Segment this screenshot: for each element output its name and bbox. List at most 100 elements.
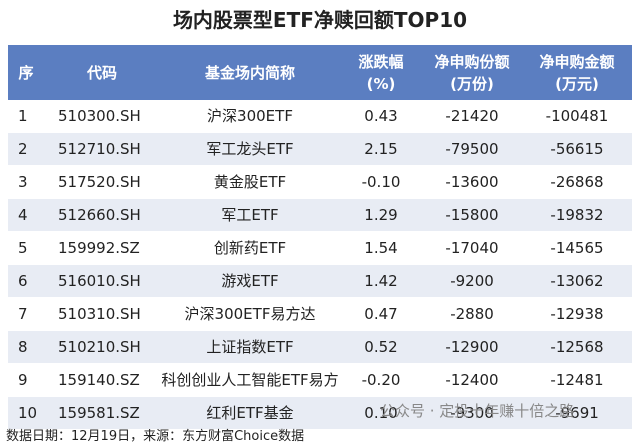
- cell-text: 沪深300ETF易方达: [184, 305, 316, 323]
- cell-text: -2880: [450, 305, 494, 323]
- cell-text: 1.29: [364, 206, 398, 224]
- cell-text: 7: [18, 305, 28, 323]
- cell-text: -0.20: [361, 371, 401, 389]
- table-cell: 1.42: [340, 264, 422, 298]
- table-cell: 1: [8, 100, 44, 133]
- table-cell: 1.54: [340, 231, 422, 265]
- cell-text: 1.54: [364, 239, 398, 257]
- table-cell: 512660.SH: [44, 198, 160, 232]
- cell-text: 5: [18, 239, 28, 257]
- header-text: 净申购金额: [539, 52, 615, 71]
- cell-text: 510300.SH: [58, 107, 141, 125]
- table-cell: 2.15: [340, 132, 422, 166]
- table-body: 1 510300.SH 沪深300ETF 0.43 -21420 -100481 2 5127…: [8, 100, 632, 430]
- cell-text: 9: [18, 371, 28, 389]
- table-cell: 1.29: [340, 198, 422, 232]
- watermark: 公众号 · 定投十年赚十倍之路: [380, 402, 575, 420]
- cell-text: -21420: [445, 107, 499, 125]
- cell-text: 1.42: [364, 272, 398, 290]
- header-cell: 代码: [44, 45, 160, 100]
- table-row: 2 512710.SH 军工龙头ETF 2.15 -79500 -56615: [8, 132, 632, 166]
- cell-text: -19832: [550, 206, 604, 224]
- table-cell: 7: [8, 297, 44, 331]
- table-cell: 沪深300ETF易方达: [160, 297, 340, 331]
- cell-text: 0.10: [364, 404, 398, 422]
- table-cell: 510210.SH: [44, 330, 160, 364]
- table-cell: -2880: [422, 297, 522, 331]
- cell-text: 4: [18, 206, 28, 224]
- cell-text: 159581.SZ: [58, 404, 140, 422]
- table-cell: -9691: [522, 396, 632, 430]
- table-cell: -9300: [422, 396, 522, 430]
- header-cell: 基金场内简称: [160, 45, 340, 100]
- cell-text: 2: [18, 140, 28, 158]
- table-cell: 10: [8, 396, 44, 430]
- table-cell: 游戏ETF: [160, 264, 340, 298]
- header-cell: 净申购份额 (万份): [422, 45, 522, 100]
- header-cell: 序: [8, 45, 44, 100]
- table-cell: 军工龙头ETF: [160, 132, 340, 166]
- table-cell: -19832: [522, 198, 632, 232]
- table-cell: 9: [8, 363, 44, 397]
- table-cell: 0.47: [340, 297, 422, 331]
- table-cell: -79500: [422, 132, 522, 166]
- footer: 数据日期：12月19日，来源：东方财富Choice数据: [6, 429, 305, 444]
- cell-text: 512660.SH: [58, 206, 141, 224]
- cell-text: 517520.SH: [58, 173, 141, 191]
- table-cell: 0.10: [340, 396, 422, 430]
- header-row: 序 代码 基金场内简称 涨跌幅 (%) 净申购份额 (万份) 净申购金额 (万元): [8, 45, 632, 100]
- table-cell: 3: [8, 165, 44, 199]
- cell-text: 0.47: [364, 305, 398, 323]
- header-text: 涨跌幅: [358, 52, 404, 71]
- header-cell: 涨跌幅 (%): [340, 45, 422, 100]
- header-text: (万份): [450, 74, 494, 93]
- table-row: 5 159992.SZ 创新药ETF 1.54 -17040 -14565: [8, 231, 632, 265]
- table-cell: -15800: [422, 198, 522, 232]
- header-text: 基金场内简称: [204, 63, 295, 82]
- cell-text: -15800: [445, 206, 499, 224]
- cell-text: -9691: [555, 404, 599, 422]
- cell-text: 159992.SZ: [58, 239, 140, 257]
- cell-text: 2.15: [364, 140, 398, 158]
- cell-text: 516010.SH: [58, 272, 141, 290]
- table-cell: -12900: [422, 330, 522, 364]
- table-cell: 8: [8, 330, 44, 364]
- header-text: 净申购份额: [434, 52, 510, 71]
- table: 序代码 基金场内简称 涨跌幅 (%) 净申购份额 (万份) 净申购金额 (万元) 1 51030…: [8, 45, 632, 430]
- cell-text: 红利ETF基金: [206, 404, 294, 422]
- cell-text: 8: [18, 338, 28, 356]
- cell-text: 0.52: [364, 338, 398, 356]
- table-cell: 沪深300ETF: [160, 100, 340, 133]
- cell-text: 512710.SH: [58, 140, 141, 158]
- cell-text: 10: [18, 404, 38, 422]
- table-cell: 510310.SH: [44, 297, 160, 331]
- table-row: 9 159140.SZ 科创创业人工智能ETF易方达 -0.20 -12400 -1248…: [8, 363, 632, 397]
- cell-text: 510210.SH: [58, 338, 141, 356]
- table-cell: -26868: [522, 165, 632, 199]
- table-cell: 科创创业人工智能ETF易方达: [160, 363, 340, 397]
- title: 场内股票型ETF净赎回额TOP10: [172, 8, 468, 32]
- table-cell: 512710.SH: [44, 132, 160, 166]
- table-cell: -100481: [522, 100, 632, 133]
- cell-text: 游戏ETF: [221, 272, 279, 290]
- cell-text: 510310.SH: [58, 305, 141, 323]
- table-cell: 创新药ETF: [160, 231, 340, 265]
- table-cell: -13600: [422, 165, 522, 199]
- table-cell: 6: [8, 264, 44, 298]
- table-cell: -0.20: [340, 363, 422, 397]
- table-cell: 0.43: [340, 100, 422, 133]
- cell-text: 军工ETF: [221, 206, 279, 224]
- table-cell: -12400: [422, 363, 522, 397]
- cell-text: -9300: [450, 404, 494, 422]
- cell-text: 科创创业人工智能ETF易方达: [161, 371, 339, 389]
- header-text: (%): [366, 74, 396, 93]
- cell-text: 3: [18, 173, 28, 191]
- table-cell: -13062: [522, 264, 632, 298]
- cell-text: -14565: [550, 239, 604, 257]
- table-cell: 上证指数ETF: [160, 330, 340, 364]
- cell-text: 159140.SZ: [58, 371, 140, 389]
- table-cell: -12938: [522, 297, 632, 331]
- table-cell: -9200: [422, 264, 522, 298]
- cell-text: -26868: [550, 173, 604, 191]
